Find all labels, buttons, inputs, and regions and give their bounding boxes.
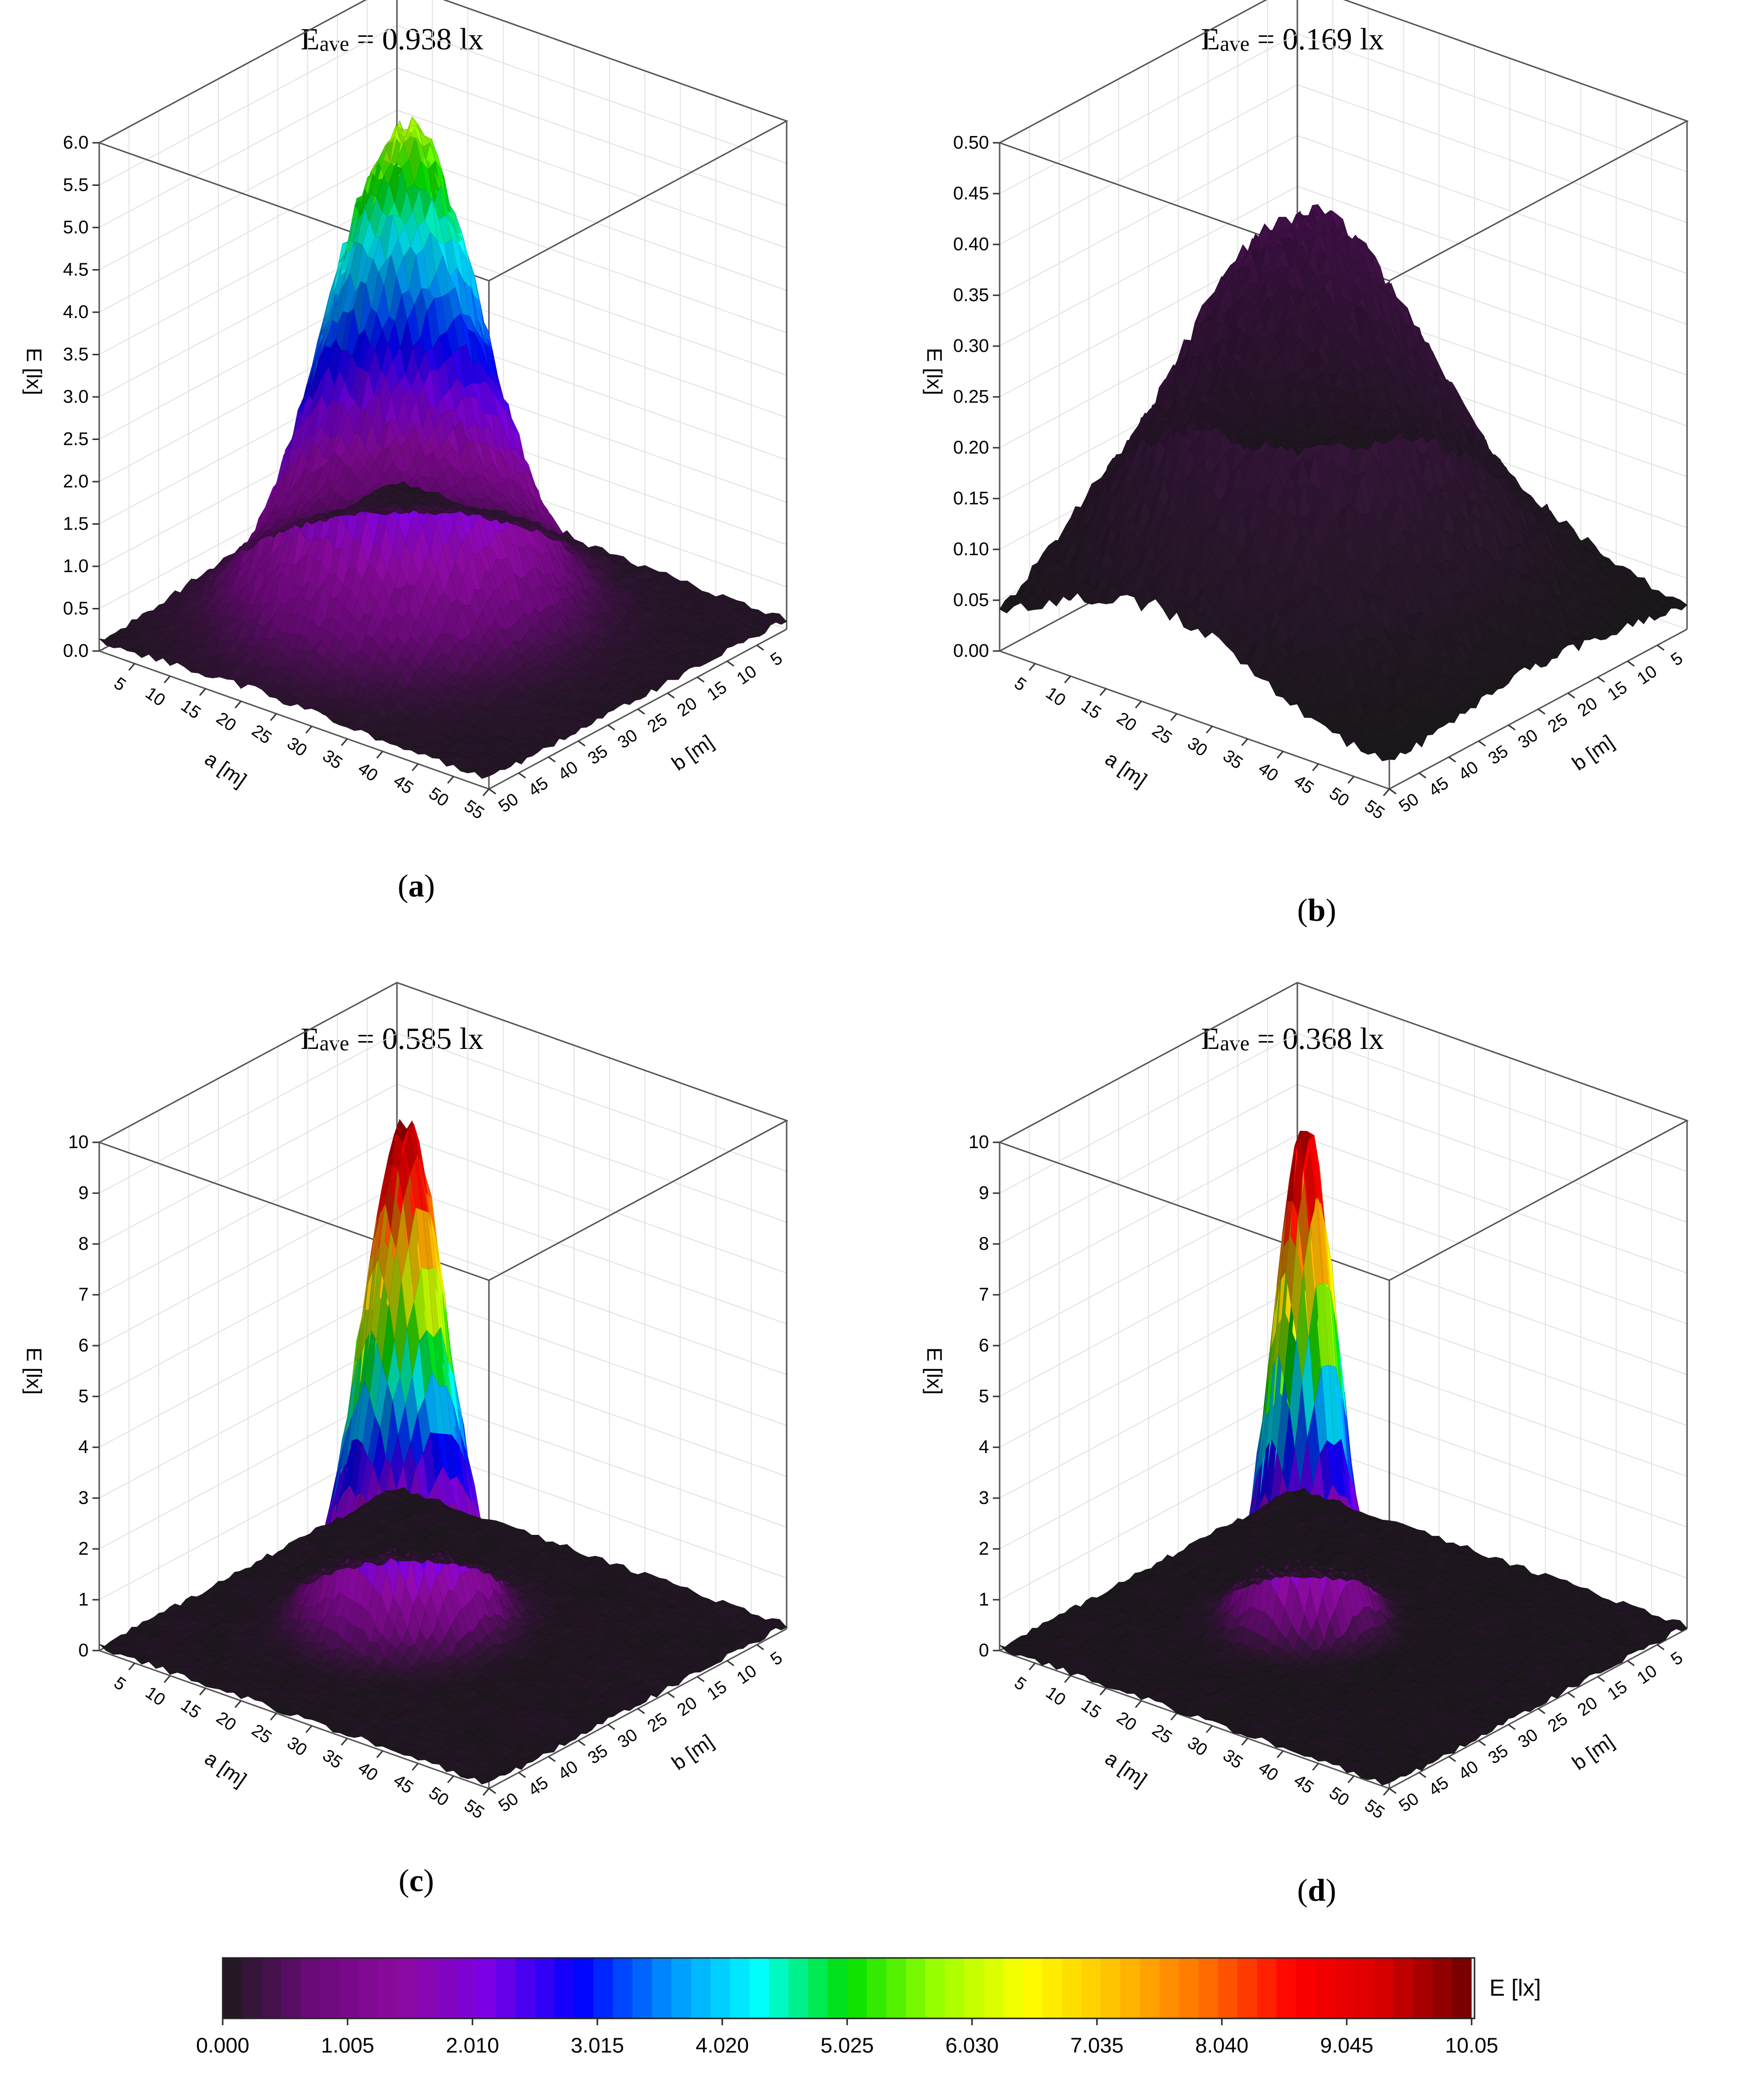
wall-gridline <box>99 25 397 186</box>
title-symbol: E <box>301 22 319 56</box>
a-tick <box>482 788 490 796</box>
b-tick <box>637 708 645 715</box>
a-tick <box>199 688 206 696</box>
b-tick <box>756 644 764 651</box>
surface-mesh <box>98 116 787 779</box>
a-tick-label: 25 <box>248 720 275 748</box>
a-tick-label: 10 <box>142 683 169 711</box>
a-axis-label: a [m] <box>201 747 251 791</box>
b-tick-label: 35 <box>584 741 611 769</box>
b-tick <box>697 676 705 683</box>
z-tick-label: 4.5 <box>63 260 89 280</box>
wall-gridline <box>396 152 787 291</box>
b-tick <box>578 740 586 747</box>
a-tick-label: 55 <box>461 796 488 823</box>
wall-gridline <box>396 194 787 334</box>
a-tick <box>234 700 242 709</box>
z-tick-label: 1.5 <box>63 514 89 534</box>
a-tick <box>411 763 419 772</box>
wall-gridline <box>396 109 787 249</box>
b-tick-label: 5 <box>767 648 786 669</box>
a-tick-label: 20 <box>213 708 240 735</box>
a-tick <box>164 675 171 683</box>
z-tick-label: 0.0 <box>63 641 89 661</box>
b-tick <box>488 788 496 795</box>
wall-gridline <box>1297 84 1688 223</box>
b-tick-label: 25 <box>643 709 670 737</box>
z-tick-label: 0.5 <box>63 599 89 619</box>
wall-gridline <box>99 109 397 271</box>
z-tick-label: 5.0 <box>63 217 89 238</box>
panel-label-paren: ) <box>425 868 435 904</box>
chart-title: Eave = 0.938 lx <box>301 22 484 56</box>
title-subscript: ave <box>1220 32 1249 56</box>
chart-title: Eave = 0.169 lx <box>1201 22 1384 56</box>
a-tick-label: 30 <box>284 733 311 760</box>
title-value: = 0.169 lx <box>1249 22 1384 56</box>
panel-label-letter: a <box>409 868 425 904</box>
b-tick-label: 10 <box>733 661 760 689</box>
z-tick-label: 6.0 <box>63 133 89 153</box>
b-axis-label: b [m] <box>668 730 717 775</box>
a-tick-label: 35 <box>319 745 346 773</box>
a-tick <box>341 738 348 746</box>
a-tick-label: 5 <box>110 673 130 695</box>
b-tick <box>667 692 675 699</box>
title-value: = 0.938 lx <box>349 22 484 56</box>
wall-gridline <box>396 67 787 206</box>
b-tick-label: 20 <box>673 693 700 721</box>
b-tick-label: 40 <box>554 757 581 785</box>
z-tick-label: 1.0 <box>63 556 89 576</box>
panel-label: (a) <box>398 868 435 904</box>
b-tick-label: 50 <box>495 789 522 817</box>
b-tick <box>548 756 556 763</box>
b-tick-label: 30 <box>614 725 641 753</box>
title-subscript: ave <box>319 32 349 56</box>
wall-gridline <box>1297 33 1688 172</box>
a-tick <box>376 751 383 759</box>
b-tick <box>727 660 734 667</box>
z-axis-label: E [lx] <box>22 348 46 395</box>
z-tick-label: 4.0 <box>63 302 89 322</box>
a-tick <box>270 713 277 721</box>
z-tick-label: 3.5 <box>63 345 89 365</box>
panel-label-paren: ( <box>398 868 409 904</box>
z-tick-label: 2.0 <box>63 471 89 492</box>
chart-panel-b: Eave = 0.169 lx0.000.050.100.150.200.250… <box>923 0 1689 928</box>
a-tick-label: 50 <box>426 783 453 811</box>
b-tick <box>608 724 615 731</box>
a-tick-label: 15 <box>177 695 204 723</box>
wall-gridline <box>99 194 397 355</box>
wall-gridline <box>99 152 397 313</box>
a-tick-label: 45 <box>390 771 417 798</box>
chart-panel-a: Eave = 0.938 lx 0.0 0.5 1.0 1.5 2.0 2.5 3.0 3.5 4… <box>22 0 789 904</box>
a-tick <box>128 663 136 671</box>
z-tick-label: 2.5 <box>63 429 89 450</box>
a-tick-label: 40 <box>354 758 381 786</box>
wall-gridline <box>99 67 397 228</box>
a-tick <box>305 726 313 734</box>
wall-gridline <box>396 25 787 164</box>
z-tick-label: 3.0 <box>63 387 89 407</box>
wall-gridline <box>443 0 787 121</box>
b-tick-label: 45 <box>524 773 551 801</box>
z-tick-label: 5.5 <box>63 175 89 196</box>
a-tick <box>447 776 454 784</box>
z-axis: 0.0 0.5 1.0 1.5 2.0 2.5 3.0 3.5 4.0 4.5 5.0 5.5 6.0 E… <box>22 133 99 661</box>
b-tick-label: 15 <box>703 677 730 705</box>
b-tick <box>518 772 526 779</box>
